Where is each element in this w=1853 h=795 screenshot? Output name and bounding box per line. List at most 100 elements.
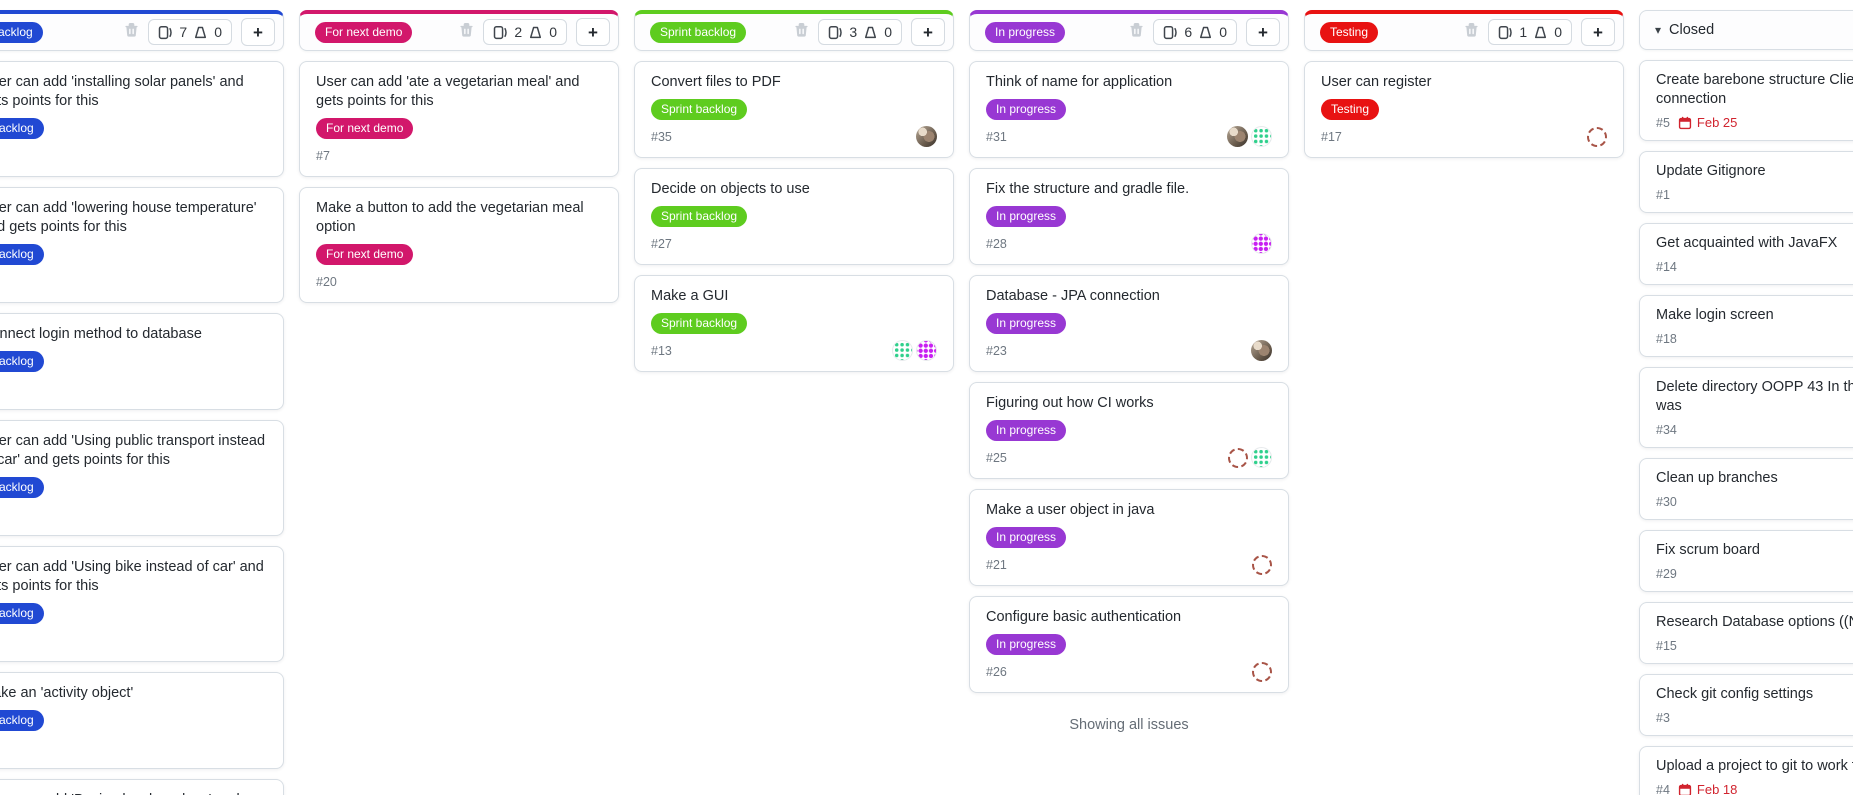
card-title: Convert files to PDF: [651, 74, 781, 90]
card-label-badge: In progress: [986, 206, 1067, 227]
issue-card[interactable]: Delete directory OOPP 43 In the beginnin…: [1639, 367, 1853, 448]
trash-icon: [459, 23, 474, 41]
issue-card[interactable]: Decide on objects to use Sprint backlog #2…: [634, 168, 954, 265]
issue-card[interactable]: Upload a project to git to work from #4 Fe…: [1639, 746, 1853, 795]
issue-card[interactable]: Fix the structure and gradle file. In pro…: [969, 168, 1289, 265]
card-label-row: Backlog: [0, 118, 267, 139]
issue-card[interactable]: Convert files to PDF Sprint backlog #35: [634, 61, 954, 158]
card-footer: [0, 737, 267, 758]
delete-column-button[interactable]: [1464, 23, 1479, 41]
add-card-button[interactable]: +: [1246, 18, 1280, 46]
card-label-badge: For next demo: [316, 118, 414, 139]
issue-card[interactable]: Database - JPA connection In progress #23: [969, 275, 1289, 372]
identicon-brown-avatar: [1587, 126, 1607, 147]
issue-card[interactable]: User can register Testing #17: [1304, 61, 1624, 158]
column-label-badge: Backlog: [0, 21, 43, 43]
issue-card[interactable]: Figuring out how CI works In progress #25: [969, 382, 1289, 479]
column-header: In progress 6 0 +: [969, 10, 1289, 51]
issue-card[interactable]: Create barebone structure Client-Server …: [1639, 60, 1853, 141]
card-label-row: In progress: [986, 313, 1272, 334]
issue-card[interactable]: Fix scrum board #29: [1639, 530, 1853, 592]
card-title: Database - JPA connection: [986, 288, 1160, 304]
issue-card[interactable]: User can add 'lowering house temperature…: [0, 187, 284, 303]
card-label-row: Testing: [1321, 99, 1607, 120]
issue-number: #17: [1321, 129, 1342, 144]
cards-count: 6: [1184, 24, 1193, 40]
card-footer: #29: [1656, 565, 1853, 582]
issue-card[interactable]: Research Database options ((No)SQL?) #15: [1639, 602, 1853, 664]
issue-card[interactable]: User can add 'installing solar panels' a…: [0, 61, 284, 177]
card-title: Figuring out how CI works: [986, 395, 1154, 411]
add-card-button[interactable]: +: [576, 18, 610, 46]
card-title: Think of name for application: [986, 74, 1173, 90]
trash-icon: [1129, 23, 1144, 41]
issue-card[interactable]: Get acquainted with JavaFX #14: [1639, 223, 1853, 285]
delete-column-button[interactable]: [459, 23, 474, 41]
card-footer: #13: [651, 340, 937, 361]
points-count: 0: [884, 24, 892, 40]
assignee-avatar: [1227, 126, 1248, 147]
add-card-button[interactable]: +: [911, 18, 945, 46]
card-label-row: Backlog: [0, 351, 267, 372]
issue-card[interactable]: Think of name for application In progress…: [969, 61, 1289, 158]
cards-count: 1: [1519, 24, 1528, 40]
card-title: Make an 'activity object': [0, 685, 134, 701]
issue-card[interactable]: User can add 'Using bike instead of car'…: [0, 546, 284, 662]
cards-count: 2: [514, 24, 523, 40]
card-label-row: Sprint backlog: [651, 206, 937, 227]
card-title: Check git config settings: [1656, 686, 1814, 702]
points-count: 0: [1554, 24, 1562, 40]
assignee-avatars: [1251, 233, 1272, 254]
issue-number: #3: [1656, 710, 1670, 725]
add-card-button[interactable]: +: [1581, 18, 1615, 46]
delete-column-button[interactable]: [794, 23, 809, 41]
board-column-sprint-backlog: Sprint backlog 3 0 + Convert files to PDF Spr…: [634, 10, 954, 372]
card-footer: #23: [986, 340, 1272, 361]
column-header-closed[interactable]: ▾ Closed: [1639, 10, 1853, 50]
card-footer: #31: [986, 126, 1272, 147]
card-footer: #27: [651, 233, 937, 254]
identicon-brown-avatar: [1252, 554, 1272, 575]
card-footer: #34: [1656, 421, 1853, 438]
add-card-button[interactable]: +: [241, 18, 275, 46]
issue-card[interactable]: Clean up branches #30: [1639, 458, 1853, 520]
delete-column-button[interactable]: [1129, 23, 1144, 41]
card-title: Clean up branches: [1656, 470, 1778, 486]
issue-card[interactable]: Check git config settings #3: [1639, 674, 1853, 736]
points-count-icon: [1533, 25, 1548, 40]
issue-card[interactable]: Make an 'activity object' Backlog: [0, 672, 284, 769]
card-label-row: For next demo: [316, 118, 602, 139]
issue-card[interactable]: Make a user object in java In progress #21: [969, 489, 1289, 586]
due-date-text: Feb 18: [1696, 782, 1738, 795]
issue-card[interactable]: Connect login method to database Backlog: [0, 313, 284, 410]
delete-column-button[interactable]: [124, 23, 139, 41]
issue-card[interactable]: Configure basic authentication In progres…: [969, 596, 1289, 693]
column-label: Closed: [1669, 22, 1715, 38]
points-count-icon: [528, 25, 543, 40]
card-footer: #26: [986, 661, 1272, 682]
card-title: Configure basic authentication: [986, 609, 1182, 625]
issue-card[interactable]: Make a button to add the vegetarian meal…: [299, 187, 619, 303]
issue-number: #31: [986, 129, 1007, 144]
card-label-row: Sprint backlog: [651, 313, 937, 334]
card-title: Research Database options ((No)SQL?): [1656, 614, 1853, 630]
issue-card[interactable]: Make a GUI Sprint backlog #13: [634, 275, 954, 372]
card-title: Create barebone structure Client-Server …: [1656, 72, 1853, 107]
card-footer: #18: [1656, 330, 1853, 347]
issue-card[interactable]: User can add 'ate a vegetarian meal' and…: [299, 61, 619, 177]
card-title: User can add 'ate a vegetarian meal' and…: [316, 74, 580, 109]
issue-card[interactable]: User can add 'Using public transport ins…: [0, 420, 284, 536]
card-footer: #17: [1321, 126, 1607, 147]
card-title: Fix scrum board: [1656, 542, 1760, 558]
issue-card[interactable]: User can add 'Buying local produce' and …: [0, 779, 284, 795]
column-header: Sprint backlog 3 0 +: [634, 10, 954, 51]
cards-count: 7: [179, 24, 188, 40]
card-title: Get acquainted with JavaFX: [1656, 235, 1838, 251]
card-footer: [0, 378, 267, 399]
card-label-row: Backlog: [0, 710, 267, 731]
issue-card[interactable]: Make login screen #18: [1639, 295, 1853, 357]
card-footer: #25: [986, 447, 1272, 468]
issue-card[interactable]: Update Gitignore #1: [1639, 151, 1853, 213]
